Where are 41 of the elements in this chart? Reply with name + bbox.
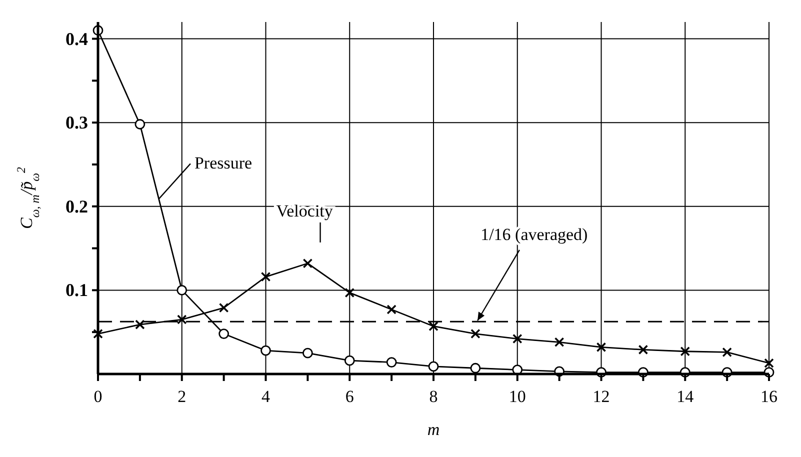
point — [218, 302, 229, 313]
point — [596, 342, 606, 352]
point — [134, 119, 146, 130]
point — [344, 288, 355, 298]
x-tick-label: 2 — [178, 387, 186, 406]
x-tick-label: 4 — [262, 387, 270, 406]
text: Pressure — [194, 154, 252, 173]
x-tick-label: 0 — [94, 387, 102, 406]
x-tick-label: 8 — [429, 387, 438, 406]
point — [135, 320, 145, 330]
point — [428, 361, 439, 372]
point — [260, 272, 271, 282]
point — [764, 358, 774, 368]
point — [176, 284, 188, 296]
point — [638, 344, 648, 355]
y-tick-label: 0.4 — [66, 28, 88, 49]
y-tick-label: 0.3 — [66, 112, 88, 133]
point — [302, 258, 313, 268]
y-tick-label: 0.1 — [66, 280, 88, 300]
x-axis-title: m — [427, 420, 440, 439]
x-tick-label: 12 — [592, 387, 610, 406]
point — [428, 321, 438, 332]
point — [554, 337, 564, 348]
point — [386, 304, 396, 314]
point — [680, 346, 690, 356]
point — [218, 328, 230, 339]
text: Velocity — [276, 201, 334, 220]
x-tick-label: 6 — [345, 387, 354, 406]
point — [260, 345, 271, 356]
x-tick-label: 14 — [676, 387, 694, 406]
point — [302, 348, 313, 358]
point — [470, 328, 480, 339]
point — [176, 314, 187, 324]
y-tick-label: 0.2 — [66, 196, 88, 216]
x-tick-label: 16 — [760, 387, 778, 406]
point — [512, 334, 522, 344]
point — [344, 355, 355, 366]
point — [470, 362, 481, 374]
x-tick-label: 10 — [508, 387, 526, 406]
point — [722, 347, 732, 358]
point — [386, 357, 397, 368]
